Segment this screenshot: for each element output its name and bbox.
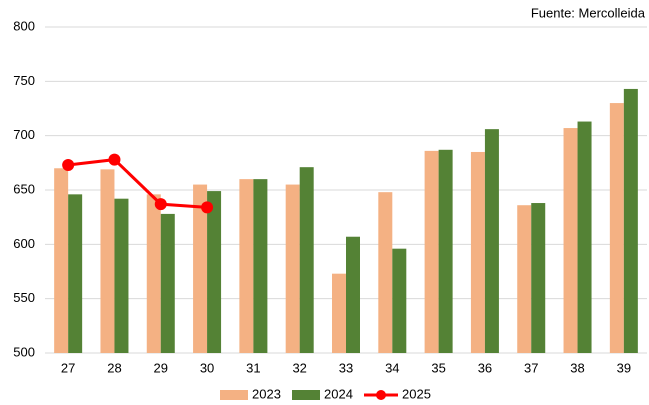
bar xyxy=(392,248,407,353)
bar xyxy=(517,205,532,353)
line xyxy=(67,158,208,209)
x-tick-label: 34 xyxy=(385,360,399,375)
bar xyxy=(68,194,83,353)
bar xyxy=(332,273,346,353)
bar xyxy=(193,184,208,353)
bar xyxy=(207,191,222,353)
legend-label: 2024 xyxy=(324,386,353,401)
point xyxy=(154,198,167,211)
y-tick-label: 700 xyxy=(13,127,35,142)
bar xyxy=(114,198,129,353)
x-tick-label: 39 xyxy=(617,360,631,375)
bar xyxy=(563,128,578,353)
bar xyxy=(285,184,300,353)
bar xyxy=(239,179,254,353)
legend-label: 2025 xyxy=(402,386,431,401)
y-tick-label: 600 xyxy=(13,236,35,251)
bar xyxy=(577,121,592,353)
x-tick-label: 28 xyxy=(107,360,121,375)
x-tick-label: 36 xyxy=(478,360,492,375)
x-tick-label: 37 xyxy=(524,360,538,375)
y-tick-label: 750 xyxy=(13,73,35,88)
point xyxy=(108,153,121,166)
x-tick-label: 27 xyxy=(61,360,75,375)
x-tick-label: 31 xyxy=(246,360,260,375)
x-tick-label: 29 xyxy=(154,360,168,375)
bar xyxy=(100,169,115,353)
bar xyxy=(54,168,69,353)
legend-swatch xyxy=(292,390,320,400)
bar xyxy=(623,88,638,353)
legend-label: 2023 xyxy=(252,386,281,401)
legend-swatch xyxy=(376,390,386,400)
bar xyxy=(531,203,546,353)
point xyxy=(201,201,214,214)
bar xyxy=(160,213,175,353)
y-tick-label: 800 xyxy=(13,18,35,33)
x-tick-label: 30 xyxy=(200,360,214,375)
annotation: Fuente: Mercolleida xyxy=(531,5,646,20)
point xyxy=(62,159,75,172)
x-tick-label: 33 xyxy=(339,360,353,375)
bar xyxy=(253,179,268,353)
x-tick-label: 32 xyxy=(292,360,306,375)
x-tick-label: 38 xyxy=(570,360,584,375)
bar xyxy=(299,167,314,353)
y-tick-label: 650 xyxy=(13,181,35,196)
x-tick-label: 35 xyxy=(431,360,445,375)
bar xyxy=(484,129,499,353)
bar xyxy=(146,194,161,353)
y-tick-label: 500 xyxy=(13,344,35,359)
bar xyxy=(609,103,624,353)
bar xyxy=(424,150,439,353)
y-tick-label: 550 xyxy=(13,290,35,305)
bar xyxy=(378,192,393,353)
bar xyxy=(438,149,453,353)
legend-swatch xyxy=(220,390,248,400)
bar xyxy=(470,151,485,353)
bar xyxy=(346,236,360,353)
